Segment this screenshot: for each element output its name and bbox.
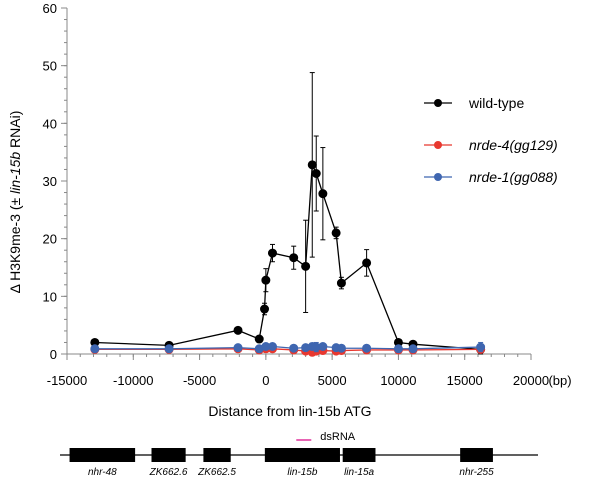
data-point	[318, 189, 328, 199]
gene-label: nhr-48	[88, 467, 117, 478]
gene-box	[460, 448, 493, 462]
legend-label: nrde-4(gg129)	[469, 137, 558, 153]
data-point	[362, 258, 372, 268]
gene-label: lin-15a	[344, 467, 374, 478]
y-tick-label: 10	[43, 289, 57, 304]
legend-marker	[434, 173, 442, 181]
data-point	[408, 344, 418, 354]
data-point	[261, 275, 271, 285]
x-unit-label: (bp)	[548, 373, 571, 388]
data-point	[331, 228, 341, 238]
x-tick-label: -15000	[47, 373, 87, 388]
data-point	[393, 344, 403, 354]
y-tick-label: 60	[43, 1, 57, 16]
gene-map: nhr-48 ZK662.6 ZK662.5 lin-15b lin-15a nhr-25…	[60, 431, 538, 478]
legend-marker	[434, 99, 442, 107]
series-line	[94, 345, 481, 350]
data-point	[301, 261, 311, 271]
data-point	[267, 342, 277, 352]
gene-box	[264, 448, 340, 462]
x-tick-label: 15000	[447, 373, 483, 388]
gene-box	[342, 448, 376, 462]
y-axis-title: Δ H3K9me-3 (± lin-15b RNAi)	[7, 111, 23, 294]
x-tick-label: 20000	[513, 373, 549, 388]
data-point	[289, 343, 299, 353]
data-point	[336, 278, 346, 288]
data-point	[336, 343, 346, 353]
data-point	[476, 342, 486, 352]
x-tick-label: 0	[262, 373, 269, 388]
axes: 0 10 20 30 40 50 60 -15000 -10000 -5000 0 5000 10000…	[43, 1, 550, 388]
data-point	[233, 343, 243, 353]
data-point	[233, 325, 243, 335]
series-nrde1	[90, 341, 486, 354]
x-axis-title: Distance from lin-15b ATG	[208, 403, 371, 419]
gene-box	[203, 448, 231, 462]
x-tick-label: -5000	[183, 373, 216, 388]
legend-label: wild-type	[468, 95, 524, 111]
y-tick-label: 50	[43, 59, 57, 74]
x-tick-label: 5000	[318, 373, 347, 388]
gene-label: ZK662.5	[197, 467, 236, 478]
data-point	[254, 334, 264, 344]
series-line	[94, 164, 481, 351]
y-tick-label: 40	[43, 116, 57, 131]
dsrna-label: dsRNA	[320, 431, 356, 443]
data-point	[318, 342, 328, 352]
gene-label: lin-15b	[287, 467, 317, 478]
data-point	[267, 248, 277, 258]
x-tick-label: 10000	[380, 373, 416, 388]
series-wild_type	[90, 72, 486, 355]
data-point	[90, 344, 100, 354]
y-tick-label: 20	[43, 232, 57, 247]
data-point	[307, 160, 317, 170]
gene-label: nhr-255	[459, 467, 494, 478]
gene-box	[69, 448, 136, 462]
data-series	[90, 72, 486, 357]
legend-label: nrde-1(gg088)	[469, 169, 558, 185]
legend: wild-type nrde-4(gg129) nrde-1(gg088)	[424, 95, 558, 185]
gene-box	[151, 448, 186, 462]
data-point	[260, 304, 270, 314]
data-point	[362, 343, 372, 353]
x-tick-label: -10000	[113, 373, 153, 388]
data-point	[289, 253, 299, 263]
gene-label: ZK662.6	[149, 467, 188, 478]
data-point	[164, 344, 174, 354]
data-point	[311, 169, 321, 179]
y-tick-label: 30	[43, 174, 57, 189]
legend-marker	[434, 141, 442, 149]
series-nrde4	[90, 344, 486, 357]
y-tick-label: 0	[50, 347, 57, 362]
